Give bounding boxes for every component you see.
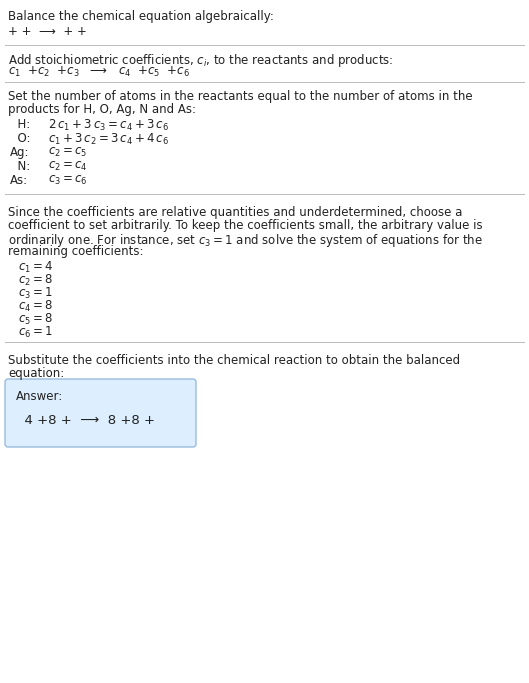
Text: $c_4 = 8$: $c_4 = 8$ — [18, 299, 53, 314]
Text: $2\,c_1 + 3\,c_3 = c_4 + 3\,c_6$: $2\,c_1 + 3\,c_3 = c_4 + 3\,c_6$ — [48, 118, 169, 133]
Text: Balance the chemical equation algebraically:: Balance the chemical equation algebraica… — [8, 10, 274, 23]
Text: equation:: equation: — [8, 367, 64, 380]
Text: N:: N: — [10, 160, 30, 173]
Text: $c_3 = 1$: $c_3 = 1$ — [18, 286, 53, 301]
Text: Set the number of atoms in the reactants equal to the number of atoms in the: Set the number of atoms in the reactants… — [8, 90, 472, 103]
Text: Substitute the coefficients into the chemical reaction to obtain the balanced: Substitute the coefficients into the che… — [8, 354, 460, 367]
FancyBboxPatch shape — [5, 379, 196, 447]
Text: H:: H: — [10, 118, 30, 131]
Text: products for H, O, Ag, N and As:: products for H, O, Ag, N and As: — [8, 103, 196, 116]
Text: $c_6 = 1$: $c_6 = 1$ — [18, 325, 53, 340]
Text: $c_1$  +$c_2$  +$c_3$   ⟶   $c_4$  +$c_5$  +$c_6$: $c_1$ +$c_2$ +$c_3$ ⟶ $c_4$ +$c_5$ +$c_6… — [8, 65, 190, 79]
Text: coefficient to set arbitrarily. To keep the coefficients small, the arbitrary va: coefficient to set arbitrarily. To keep … — [8, 219, 482, 232]
Text: $c_5 = 8$: $c_5 = 8$ — [18, 312, 53, 327]
Text: $c_2 = c_5$: $c_2 = c_5$ — [48, 146, 87, 159]
Text: 4 +8 +  ⟶  8 +8 +: 4 +8 + ⟶ 8 +8 + — [16, 414, 155, 427]
Text: Add stoichiometric coefficients, $c_i$, to the reactants and products:: Add stoichiometric coefficients, $c_i$, … — [8, 52, 394, 69]
Text: Since the coefficients are relative quantities and underdetermined, choose a: Since the coefficients are relative quan… — [8, 206, 462, 219]
Text: Ag:: Ag: — [10, 146, 30, 159]
Text: $c_1 = 4$: $c_1 = 4$ — [18, 260, 53, 275]
Text: + +  ⟶  + +: + + ⟶ + + — [8, 25, 87, 38]
Text: $c_1 + 3\,c_2 = 3\,c_4 + 4\,c_6$: $c_1 + 3\,c_2 = 3\,c_4 + 4\,c_6$ — [48, 132, 169, 147]
Text: $c_2 = c_4$: $c_2 = c_4$ — [48, 160, 88, 173]
Text: $c_3 = c_6$: $c_3 = c_6$ — [48, 174, 88, 187]
Text: $c_2 = 8$: $c_2 = 8$ — [18, 273, 53, 288]
Text: O:: O: — [10, 132, 31, 145]
Text: remaining coefficients:: remaining coefficients: — [8, 245, 143, 258]
Text: As:: As: — [10, 174, 28, 187]
Text: ordinarily one. For instance, set $c_3 = 1$ and solve the system of equations fo: ordinarily one. For instance, set $c_3 =… — [8, 232, 483, 249]
Text: Answer:: Answer: — [16, 390, 63, 403]
